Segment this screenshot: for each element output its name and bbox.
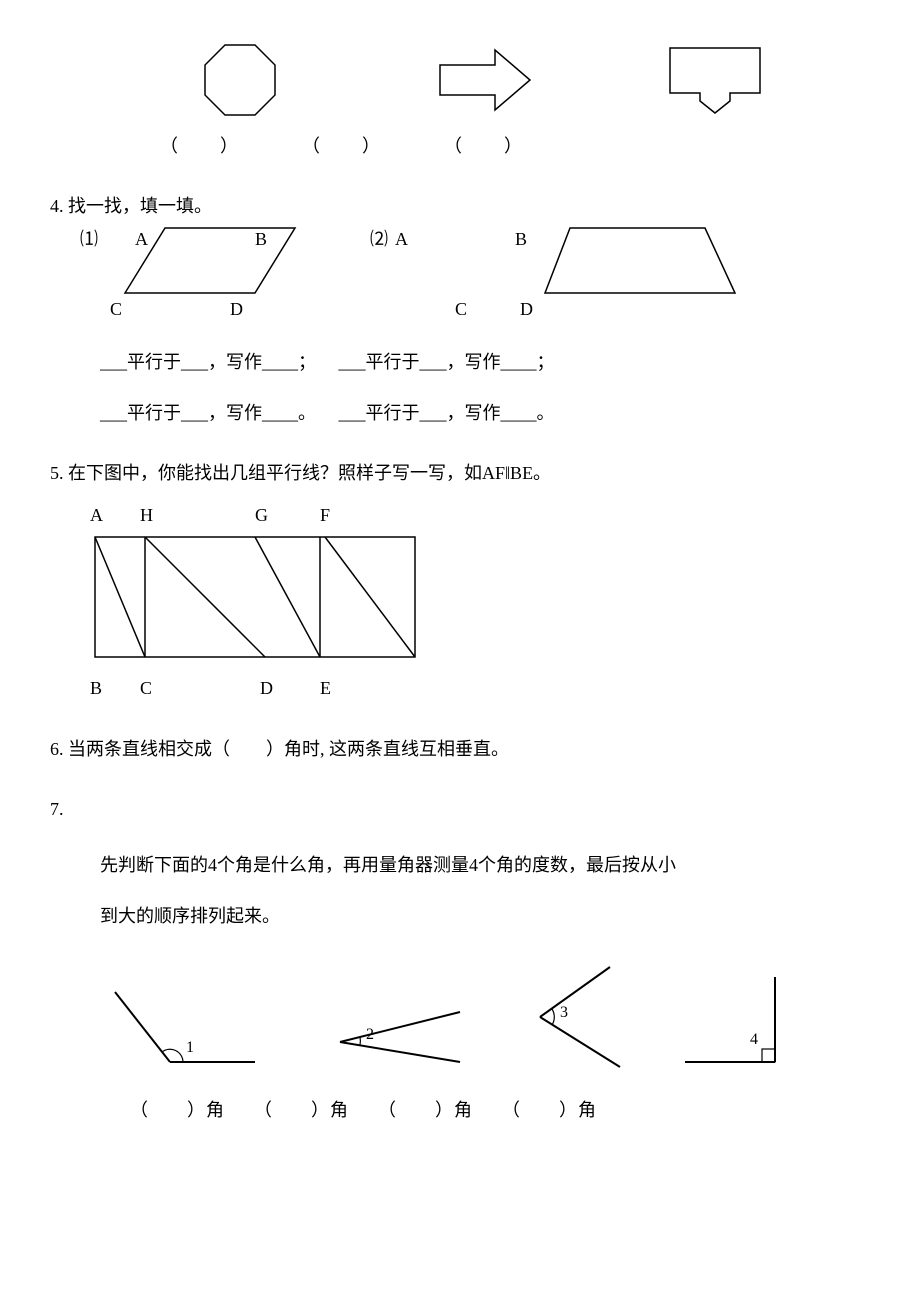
- q7-num: 7.: [50, 793, 870, 825]
- q3-shapes-row: [170, 40, 870, 120]
- angle-1: 1: [110, 982, 260, 1072]
- octagon-shape: [170, 40, 310, 120]
- q7-line1: 先判断下面的4个角是什么角，再用量角器测量4个角的度数，最后按从小: [100, 849, 870, 881]
- angle-2-label: 2: [366, 1026, 374, 1043]
- q3-blanks: （ ） （ ） （ ）: [160, 130, 870, 162]
- q4-num1: ⑴: [80, 223, 98, 255]
- q4-2-A: A: [395, 223, 408, 255]
- angle-4-label: 4: [750, 1031, 758, 1048]
- arrow-shape: [420, 45, 550, 115]
- q7-line2: 到大的顺序排列起来。: [100, 900, 870, 932]
- q4-fill-2a: ___平行于___，写作____。: [100, 403, 316, 423]
- q7-blank-labels: （ ）角 （ ）角 （ ）角 （ ）角: [130, 1094, 870, 1126]
- q5-E: E: [320, 672, 331, 704]
- q4-fill-1a: ___平行于___，写作____；: [100, 352, 316, 372]
- q4-num2: ⑵: [370, 223, 388, 255]
- screen-shape: [660, 43, 770, 118]
- q4-fill-2b: ___平行于___，写作____。: [339, 403, 555, 423]
- q5-D: D: [260, 672, 320, 704]
- q6-text: 6. 当两条直线相交成（ ）角时, 这两条直线互相垂直。: [50, 733, 870, 765]
- q4-figures: ⑴ A B C D ⑵ A B C D: [80, 223, 870, 328]
- q4-fill-row2: ___平行于___，写作____。 ___平行于___，写作____。: [100, 397, 870, 429]
- q5-F: F: [320, 499, 330, 531]
- q4-1-C: C: [110, 293, 122, 325]
- q4-2-C: C: [455, 293, 467, 325]
- q4-title: 4. 找一找，填一填。: [50, 190, 870, 222]
- q5-C: C: [140, 672, 260, 704]
- q7-angles-row: 1 2 3 4: [110, 962, 870, 1072]
- angle-1-label: 1: [186, 1039, 194, 1056]
- q4-2-D: D: [520, 293, 533, 325]
- angle-4: 4: [680, 972, 790, 1072]
- q4-1-B: B: [255, 223, 267, 255]
- q5-title: 5. 在下图中，你能找出几组平行线？照样子写一写，如AF‖BE。: [50, 457, 870, 489]
- q5-diagram: [90, 532, 420, 662]
- q4-1-A: A: [135, 223, 148, 255]
- q5-H: H: [140, 499, 255, 531]
- angle-2: 2: [300, 1002, 470, 1072]
- angle-3-label: 3: [560, 1004, 568, 1021]
- trapezoid-shape: [540, 223, 750, 318]
- q4-1-D: D: [230, 293, 243, 325]
- q4-fill-row1: ___平行于___，写作____； ___平行于___，写作____；: [100, 346, 870, 378]
- q4-2-B: B: [515, 223, 527, 255]
- q5-figure: A H G F B C D E: [90, 499, 870, 704]
- q4-fill-1b: ___平行于___，写作____；: [339, 352, 555, 372]
- q5-B: B: [90, 672, 140, 704]
- q5-A: A: [90, 499, 140, 531]
- angle-3: 3: [510, 962, 640, 1072]
- q5-G: G: [255, 499, 320, 531]
